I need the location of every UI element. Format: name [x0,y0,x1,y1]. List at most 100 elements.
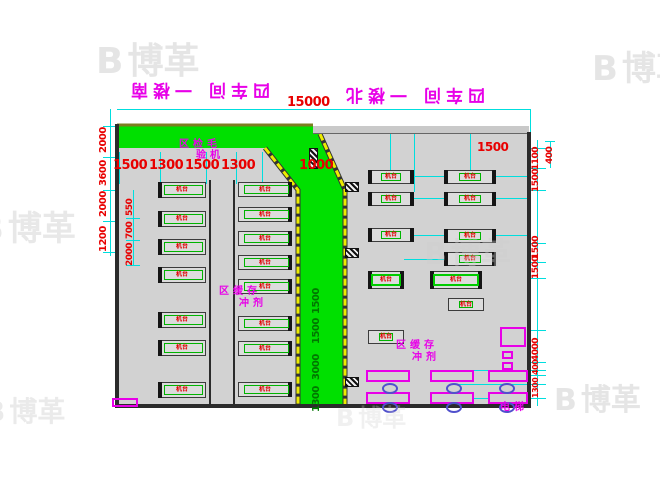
machine-block: 机台 [448,298,484,311]
drawing-title: 四车间 [419,84,485,105]
machine-end-cap [368,271,372,289]
machine-block: 机台 [158,239,206,255]
machine-block: 机台 [238,231,292,246]
dimension-label: 3600 [98,160,109,186]
dimension-label: 15000 [287,95,330,110]
dimension-line [126,265,140,266]
dimension-line [529,262,546,263]
machine-block: 机台 [368,170,414,184]
dimension-label: 550 [125,198,135,216]
machine-end-cap [288,279,292,294]
machine-label: 机台 [175,271,188,278]
dimension-line [496,176,528,177]
machine-end-cap [158,182,162,198]
machine-block: 机台 [158,340,206,356]
dimension-line [160,152,161,184]
dimension-line [133,190,134,266]
machine-block: 机台 [158,211,206,227]
dimension-line [489,235,528,236]
brand-watermark: B博革 [0,212,76,246]
brand-logo-icon: B [0,395,5,428]
dimension-label: 1300 [221,158,256,173]
magenta-structure [500,327,526,347]
machine-label: 机台 [463,255,476,262]
machine-label: 机台 [258,185,271,193]
dimension-line [529,362,546,363]
machine-end-cap [444,229,448,243]
machine-inner [244,319,289,328]
wall [527,132,531,408]
machine-inner [381,195,401,203]
machine-block: 机台 [238,316,292,331]
brand-logo-icon: B [424,237,447,272]
dimension-line [262,152,263,184]
machine-block: 机台 [444,192,496,206]
machine-end-cap [288,231,292,246]
machine-label: 机台 [175,386,188,393]
machine-label: 机台 [258,234,271,242]
machine-end-cap [430,271,434,289]
machine-block: 机台 [158,312,206,328]
machine-inner [164,242,203,252]
dimension-line [496,198,528,199]
dimension-line [117,109,531,110]
area-label: 冲剂 [239,298,267,309]
machine-inner [244,185,289,194]
brand-logo-icon: B [592,49,618,89]
machine-end-cap [288,382,292,397]
machine-inner [433,274,479,286]
stool-oval [446,383,462,394]
dimension-line [103,221,118,222]
machine-inner [164,315,203,325]
machine-block: 机台 [238,255,292,270]
brand-watermark: B博革 [592,52,660,86]
dimension-label: 400 [531,359,540,375]
machine-end-cap [158,312,162,328]
machine-label: 机台 [449,276,462,283]
machine-label: 机台 [258,258,271,266]
machine-label: 机台 [384,231,397,238]
drawing-title: 四车间 [204,79,270,100]
dimension-line [529,168,546,169]
machine-label: 机台 [258,344,271,352]
brand-watermark: B博革 [0,398,65,426]
machine-end-cap [478,271,482,289]
machine-end-cap [492,170,496,184]
machine-inner [459,255,481,263]
dimension-line [529,148,546,149]
machine-block: 机台 [158,182,206,198]
dimension-line [529,243,546,244]
dimension-line [529,398,546,399]
machine-end-cap [158,382,162,398]
dimension-line [529,330,546,331]
dimension-line [110,109,111,256]
machine-end-cap [288,207,292,222]
machine-block: 机台 [238,182,292,197]
dimension-label: 1300 [149,158,184,173]
dimension-label: 1500 [477,140,509,154]
machine-inner [371,274,401,286]
brand-logo-icon: B [96,41,124,82]
brand-name: 博革 [580,383,641,418]
machine-end-cap [158,267,162,283]
dimension-label: 700 [125,221,135,239]
machine-end-cap [492,229,496,243]
machine-end-cap [410,192,414,206]
stool-oval [446,402,462,413]
dimension-label: 1500 [311,318,322,344]
area-label: 区检毛 [179,139,221,150]
machine-inner [459,173,481,181]
area-label: 电梯 [500,402,528,413]
area-label: 区缓存 [396,340,438,351]
dimension-line [450,384,546,385]
area-label: 区缓存 [219,286,261,297]
machine-end-cap [288,182,292,197]
dimension-line [529,375,546,376]
machine-inner [164,270,203,280]
dimension-line [103,252,118,253]
machine-end-cap [444,170,448,184]
stool-oval [499,402,515,413]
dimension-label: 1300 [531,377,540,398]
machine-end-cap [492,252,496,266]
